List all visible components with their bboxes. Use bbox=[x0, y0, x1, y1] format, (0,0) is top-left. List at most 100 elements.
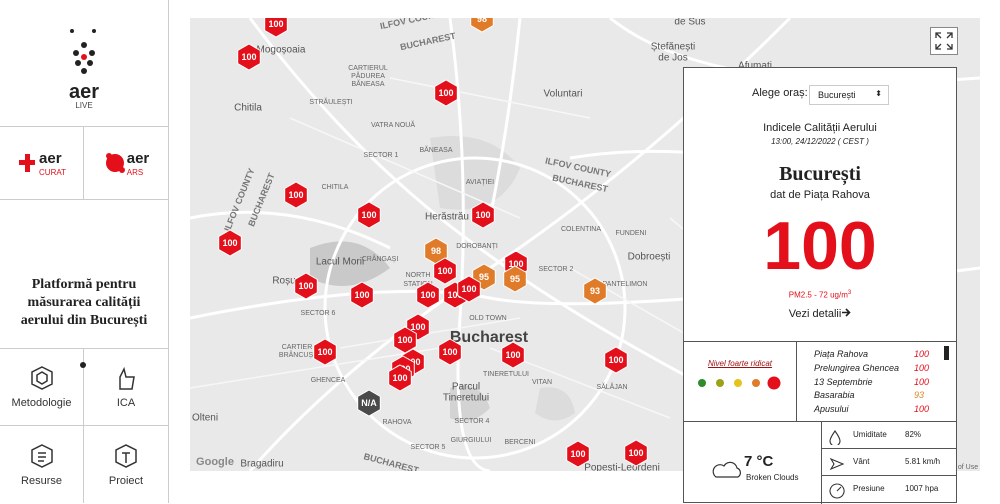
fullscreen-button[interactable] bbox=[930, 27, 958, 55]
aqi-value: 100 bbox=[763, 208, 877, 284]
map-label: SECTOR 2 bbox=[539, 266, 574, 273]
marker-hex bbox=[624, 439, 648, 467]
map-marker[interactable]: 100 bbox=[294, 272, 318, 300]
nav-label: Resurse bbox=[21, 474, 62, 487]
map-label: of Use bbox=[958, 464, 978, 471]
dot bbox=[80, 362, 86, 368]
map-label: OLD TOWN bbox=[469, 315, 506, 322]
station-value: 100 bbox=[914, 376, 930, 387]
map-label: DOROBANȚI bbox=[456, 243, 498, 250]
map-marker[interactable]: 100 bbox=[434, 79, 458, 107]
logo[interactable]: aer LIVE bbox=[0, 0, 168, 127]
map-label: Olteni bbox=[192, 413, 218, 424]
marker-hex bbox=[583, 277, 607, 305]
partner-icon bbox=[105, 153, 125, 173]
station-value: 100 bbox=[914, 404, 930, 415]
map-marker[interactable]: 100 bbox=[566, 440, 590, 468]
map-marker[interactable]: 100 bbox=[416, 281, 440, 309]
marker-hex bbox=[237, 43, 261, 71]
scrollbar[interactable] bbox=[944, 346, 949, 360]
divider bbox=[821, 421, 822, 504]
arrow-icon bbox=[842, 308, 851, 317]
timestamp: 13:00, 24/12/2022 ( CEST ) bbox=[771, 137, 869, 146]
marker-label: 100 bbox=[298, 281, 313, 291]
weather-label: Vânt bbox=[853, 457, 870, 466]
row-divider bbox=[821, 475, 956, 476]
marker-label: 95 bbox=[479, 272, 489, 282]
map-marker[interactable]: 100 bbox=[471, 201, 495, 229]
marker-hex bbox=[604, 346, 628, 374]
map-marker[interactable]: 100 bbox=[284, 181, 308, 209]
station-name: Basarabia bbox=[814, 390, 855, 401]
map-marker[interactable]: 100 bbox=[388, 364, 412, 392]
row-divider bbox=[821, 448, 956, 449]
city-select-value: București bbox=[818, 90, 856, 100]
map-label: Google bbox=[196, 456, 234, 468]
weather-details: Umiditate 82% Vânt 5.81 km/h Presiune 1007 hp… bbox=[821, 421, 956, 504]
map-label: Ștefănești bbox=[651, 42, 695, 53]
partner[interactable]: aer CURAT bbox=[0, 127, 84, 200]
map-marker[interactable]: 100 bbox=[624, 439, 648, 467]
nav-icon bbox=[115, 443, 137, 468]
level-dot bbox=[716, 379, 724, 387]
marker-hex bbox=[501, 341, 525, 369]
map-label: ILFOV COUNTY bbox=[379, 18, 447, 31]
weather-value: 82% bbox=[905, 430, 922, 439]
map-marker[interactable]: 95 bbox=[503, 265, 527, 293]
map-areas bbox=[310, 136, 575, 422]
nav-item[interactable]: Proiect bbox=[84, 426, 168, 503]
nav-label: Proiect bbox=[108, 474, 144, 487]
map-label: GHENCEA bbox=[311, 377, 346, 384]
marker-hex bbox=[357, 389, 381, 417]
marker-label: 100 bbox=[475, 210, 490, 220]
station-name: Apusului bbox=[814, 404, 849, 415]
marker-label: 100 bbox=[628, 448, 643, 458]
map-marker[interactable]: 100 bbox=[438, 338, 462, 366]
partner[interactable]: aer ARS bbox=[84, 127, 168, 200]
nav-item[interactable]: ICA bbox=[84, 348, 168, 426]
partner-name: aer bbox=[126, 149, 150, 167]
map-label: SECTOR 5 bbox=[411, 444, 446, 451]
nav-label: Metodologie bbox=[11, 397, 72, 409]
map-marker[interactable]: 100 bbox=[218, 229, 242, 257]
map-marker[interactable]: 100 bbox=[237, 43, 261, 71]
map-marker[interactable]: 100 bbox=[433, 257, 457, 285]
map-label: RAHOVA bbox=[382, 419, 411, 426]
details-link[interactable]: Vezi detalii bbox=[684, 308, 956, 320]
map-marker[interactable]: 100 bbox=[457, 275, 481, 303]
map-label: Tineretului bbox=[443, 393, 489, 404]
station-list: Piața Rahova 100 Prelungirea Ghencea 100 13 … bbox=[796, 341, 944, 421]
map-marker[interactable]: N/A bbox=[357, 389, 381, 417]
map-label: BUCHAREST bbox=[399, 31, 457, 53]
map-marker[interactable]: 100 bbox=[350, 281, 374, 309]
marker-label: 100 bbox=[508, 259, 523, 269]
map-label: SĂLĂJAN bbox=[596, 382, 627, 391]
map-marker[interactable]: 100 bbox=[604, 346, 628, 374]
map-label: Herăstrău bbox=[425, 212, 469, 223]
map-label: Parcul bbox=[452, 382, 480, 393]
map-marker[interactable]: 100 bbox=[357, 201, 381, 229]
station-name: 13 Septembrie bbox=[814, 376, 873, 387]
nav-item[interactable]: Metodologie bbox=[0, 348, 84, 426]
marker-label: 100 bbox=[354, 290, 369, 300]
pollutant: PM2.5 - 72 ug/m3 bbox=[684, 290, 956, 300]
city-select[interactable]: București ⬍ bbox=[809, 85, 889, 105]
nav-item[interactable]: Resurse bbox=[0, 426, 84, 503]
info-panel: Alege oraș: București ⬍ Indicele Calități… bbox=[683, 67, 957, 504]
map-marker[interactable]: 100 bbox=[393, 326, 417, 354]
map-label: de Jos bbox=[658, 53, 687, 64]
marker-label: 100 bbox=[438, 88, 453, 98]
marker-label: 100 bbox=[397, 335, 412, 345]
map-label: STATION bbox=[403, 281, 432, 288]
map-label: SECTOR 4 bbox=[455, 418, 490, 425]
weather-label: Presiune bbox=[853, 484, 885, 493]
level-dot bbox=[698, 379, 706, 387]
map-marker[interactable]: 98 bbox=[470, 18, 494, 33]
map-marker[interactable]: 100 bbox=[313, 338, 337, 366]
index-title: Indicele Calității Aerului bbox=[763, 122, 877, 134]
weather-value: 1007 hpa bbox=[905, 484, 939, 493]
map-marker[interactable]: 100 bbox=[264, 18, 288, 38]
marker-label: 100 bbox=[268, 19, 283, 29]
map-marker[interactable]: 93 bbox=[583, 277, 607, 305]
map-marker[interactable]: 100 bbox=[501, 341, 525, 369]
